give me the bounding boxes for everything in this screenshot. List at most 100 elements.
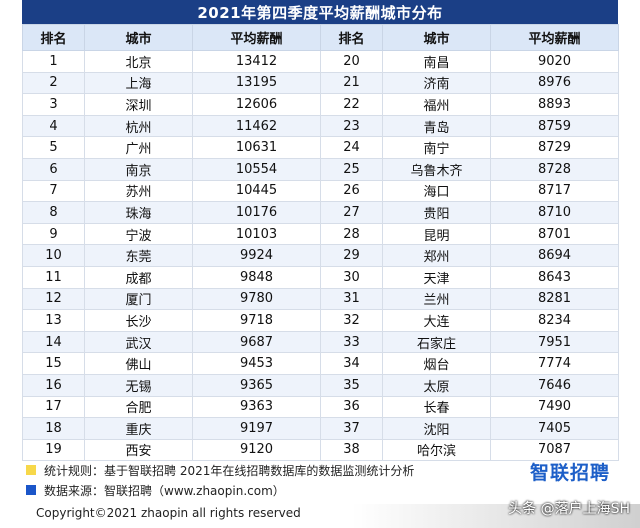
table-cell: 33 <box>320 330 383 354</box>
table-cell: 宁波 <box>84 222 193 246</box>
table-row: 5 广州 10631 24 南宁 8729 <box>22 136 619 159</box>
table-cell: 2 <box>22 71 85 95</box>
column-header: 城市 <box>382 24 491 51</box>
table-cell: 17 <box>22 395 85 419</box>
table-row: 10 东莞 9924 29 郑州 8694 <box>22 244 619 267</box>
table-row: 7 苏州 10445 26 海口 8717 <box>22 179 619 203</box>
table-cell: 8 <box>22 201 85 224</box>
table-cell: 9848 <box>192 265 321 289</box>
table-cell: 兰州 <box>382 287 491 311</box>
copyright-text: Copyright©2021 zhaopin all rights reserv… <box>36 506 301 520</box>
table-cell: 9687 <box>192 330 321 354</box>
table-cell: 13 <box>22 309 85 332</box>
table-cell: 9 <box>22 222 85 246</box>
table-cell: 10554 <box>192 157 321 181</box>
table-row: 12 厦门 9780 31 兰州 8281 <box>22 287 619 311</box>
table-cell: 24 <box>320 136 383 159</box>
table-cell: 8759 <box>490 114 619 138</box>
notes-section: 统计规则：基于智联招聘 2021年在线招聘数据库的数据监测统计分析 数据来源：智… <box>22 460 618 504</box>
table-cell: 昆明 <box>382 222 491 246</box>
table-cell: 济南 <box>382 71 491 95</box>
table-row: 2 上海 13195 21 济南 8976 <box>22 71 619 95</box>
table-cell: 26 <box>320 179 383 203</box>
table-cell: 8717 <box>490 179 619 203</box>
note-rule-text: 统计规则：基于智联招聘 2021年在线招聘数据库的数据监测统计分析 <box>44 463 415 478</box>
table-cell: 9924 <box>192 244 321 267</box>
table-cell: 37 <box>320 417 383 440</box>
table-cell: 38 <box>320 438 383 462</box>
note-source: 数据来源：智联招聘（www.zhaopin.com） <box>22 480 618 500</box>
table-row: 6 南京 10554 25 乌鲁木齐 8728 <box>22 157 619 181</box>
table-cell: 12 <box>22 287 85 311</box>
table-row: 4 杭州 11462 23 青岛 8759 <box>22 114 619 138</box>
note-rule: 统计规则：基于智联招聘 2021年在线招聘数据库的数据监测统计分析 <box>22 460 618 480</box>
table-cell: 9363 <box>192 395 321 419</box>
table-cell: 沈阳 <box>382 417 491 440</box>
table-cell: 15 <box>22 352 85 375</box>
table-row: 17 合肥 9363 36 长春 7490 <box>22 395 619 419</box>
table-cell: 9197 <box>192 417 321 440</box>
table-cell: 21 <box>320 71 383 95</box>
table-row: 19 西安 9120 38 哈尔滨 7087 <box>22 438 619 462</box>
table-cell: 东莞 <box>84 244 193 267</box>
table-row: 9 宁波 10103 28 昆明 8701 <box>22 222 619 246</box>
table-cell: 8893 <box>490 93 619 116</box>
table-cell: 10631 <box>192 136 321 159</box>
table-cell: 乌鲁木齐 <box>382 157 491 181</box>
table-cell: 青岛 <box>382 114 491 138</box>
column-header: 平均薪酬 <box>490 24 619 51</box>
table-cell: 7087 <box>490 438 619 462</box>
table-cell: 9020 <box>490 50 619 73</box>
table-cell: 9780 <box>192 287 321 311</box>
table-row: 14 武汉 9687 33 石家庄 7951 <box>22 330 619 354</box>
table-row: 8 珠海 10176 27 贵阳 8710 <box>22 201 619 224</box>
table-cell: 8710 <box>490 201 619 224</box>
table-cell: 大连 <box>382 309 491 332</box>
table-row: 16 无锡 9365 35 太原 7646 <box>22 373 619 397</box>
table-row: 18 重庆 9197 37 沈阳 7405 <box>22 417 619 440</box>
table-cell: 31 <box>320 287 383 311</box>
table-cell: 长春 <box>382 395 491 419</box>
table-cell: 11 <box>22 265 85 289</box>
bottom-strip <box>0 504 640 528</box>
column-header: 排名 <box>320 24 383 51</box>
table-cell: 厦门 <box>84 287 193 311</box>
table-cell: 9453 <box>192 352 321 375</box>
table-cell: 哈尔滨 <box>382 438 491 462</box>
table-cell: 7774 <box>490 352 619 375</box>
table-cell: 石家庄 <box>382 330 491 354</box>
table-cell: 5 <box>22 136 85 159</box>
table-cell: 14 <box>22 330 85 354</box>
table-row: 1 北京 13412 20 南昌 9020 <box>22 50 619 73</box>
table-cell: 佛山 <box>84 352 193 375</box>
table-cell: 贵阳 <box>382 201 491 224</box>
table-cell: 4 <box>22 114 85 138</box>
table-cell: 7646 <box>490 373 619 397</box>
table-cell: 广州 <box>84 136 193 159</box>
table-cell: 10445 <box>192 179 321 203</box>
table-cell: 西安 <box>84 438 193 462</box>
table-cell: 南宁 <box>382 136 491 159</box>
table-row: 13 长沙 9718 32 大连 8234 <box>22 309 619 332</box>
table-header-row: 排名 城市 平均薪酬 排名 城市 平均薪酬 <box>22 24 619 51</box>
zhaopin-logo: 智联招聘 <box>529 462 610 484</box>
table-cell: 23 <box>320 114 383 138</box>
table-cell: 上海 <box>84 71 193 95</box>
table-cell: 8694 <box>490 244 619 267</box>
table-cell: 苏州 <box>84 179 193 203</box>
table-cell: 12606 <box>192 93 321 116</box>
table-cell: 22 <box>320 93 383 116</box>
table-cell: 9120 <box>192 438 321 462</box>
table-cell: 珠海 <box>84 201 193 224</box>
table-cell: 35 <box>320 373 383 397</box>
column-header: 平均薪酬 <box>192 24 321 51</box>
table-cell: 34 <box>320 352 383 375</box>
note-source-text: 数据来源：智联招聘（www.zhaopin.com） <box>44 483 285 498</box>
table-cell: 合肥 <box>84 395 193 419</box>
page-title: 2021年第四季度平均薪酬城市分布 <box>22 0 618 24</box>
table-cell: 18 <box>22 417 85 440</box>
table-cell: 北京 <box>84 50 193 73</box>
watermark-text: 头条 @落户上海SH <box>508 501 630 517</box>
column-header: 城市 <box>84 24 193 51</box>
table-cell: 7405 <box>490 417 619 440</box>
